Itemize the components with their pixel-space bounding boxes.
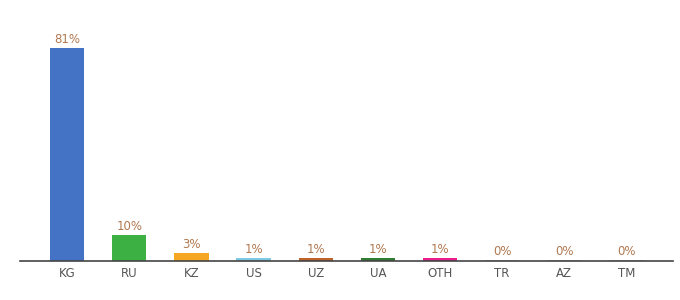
- Bar: [50, 48, 84, 261]
- Text: 10%: 10%: [116, 220, 142, 232]
- Bar: [609, 260, 643, 261]
- Bar: [174, 253, 209, 261]
- Text: 1%: 1%: [244, 243, 263, 256]
- Bar: [237, 258, 271, 261]
- Text: 3%: 3%: [182, 238, 201, 251]
- Text: 0%: 0%: [555, 245, 573, 258]
- Text: 0%: 0%: [617, 245, 636, 258]
- Text: 1%: 1%: [307, 243, 325, 256]
- Bar: [361, 258, 395, 261]
- Bar: [112, 235, 146, 261]
- Text: 1%: 1%: [369, 243, 387, 256]
- Bar: [299, 258, 333, 261]
- Text: 0%: 0%: [493, 245, 511, 258]
- Text: 81%: 81%: [54, 33, 80, 46]
- Bar: [547, 260, 581, 261]
- Text: 1%: 1%: [430, 243, 449, 256]
- Bar: [423, 258, 457, 261]
- Bar: [485, 260, 520, 261]
